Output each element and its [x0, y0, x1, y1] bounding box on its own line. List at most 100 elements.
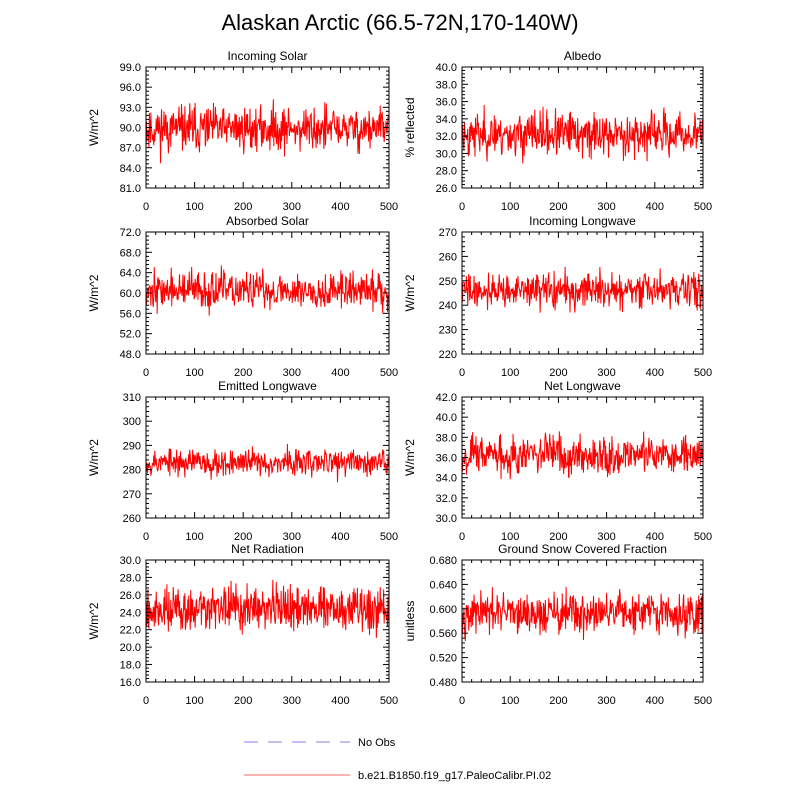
- x-tick-label: 400: [331, 201, 349, 213]
- x-tick-label: 400: [646, 695, 664, 707]
- y-tick-label: 99.0: [120, 62, 141, 74]
- y-axis-label: W/m^2: [87, 274, 101, 311]
- x-tick-label: 100: [185, 531, 203, 543]
- x-tick-label: 0: [143, 531, 149, 543]
- series-line-5-1: [145, 443, 390, 483]
- x-tick-label: 400: [331, 695, 349, 707]
- y-tick-label: 30.0: [120, 555, 141, 567]
- x-tick-label: 200: [234, 531, 252, 543]
- panel-1: 81.0 84.0 87.0 90.0 93.0 96.0 99.0 0 100 200 300 40…: [87, 49, 398, 213]
- y-tick-label: 30.0: [436, 148, 457, 160]
- y-tick-label: 0.640: [429, 579, 457, 591]
- y-tick-label: 38.0: [436, 79, 457, 91]
- y-tick-label: 280: [123, 465, 141, 477]
- x-tick-label: 0: [459, 367, 465, 379]
- x-tick-label: 0: [459, 531, 465, 543]
- y-tick-label: 64.0: [120, 268, 141, 280]
- y-tick-label: 290: [123, 440, 141, 452]
- x-tick-label: 100: [185, 201, 203, 213]
- series-line-2-1: [461, 105, 704, 164]
- plot-frame: [145, 559, 390, 683]
- y-tick-label: 240: [439, 300, 457, 312]
- y-axis-label: W/m^2: [403, 439, 417, 476]
- panels-group: 81.0 84.0 87.0 90.0 93.0 96.0 99.0 0 100 200 300 40…: [87, 49, 712, 707]
- legend: No Obs b.e21.B1850.f19_g17.PaleoCalibr.P…: [244, 737, 551, 782]
- x-tick-label: 200: [549, 531, 567, 543]
- x-tick-label: 400: [646, 531, 664, 543]
- y-tick-label: 26.0: [436, 183, 457, 195]
- y-tick-label: 260: [439, 251, 457, 263]
- y-tick-label: 270: [123, 489, 141, 501]
- x-tick-label: 200: [549, 201, 567, 213]
- x-tick-label: 200: [234, 695, 252, 707]
- x-tick-label: 300: [283, 695, 301, 707]
- y-tick-label: 40.0: [436, 62, 457, 74]
- panel-title: Net Radiation: [231, 542, 304, 556]
- y-tick-label: 84.0: [120, 163, 141, 175]
- x-tick-label: 500: [380, 201, 398, 213]
- panel-5: 260 270 280 290 300 310 0 100 200 300 400 500 Emitte…: [87, 379, 398, 543]
- y-tick-label: 230: [439, 325, 457, 337]
- x-tick-label: 0: [143, 367, 149, 379]
- x-tick-label: 0: [459, 201, 465, 213]
- y-tick-label: 30.0: [436, 513, 457, 525]
- x-tick-label: 500: [694, 695, 712, 707]
- y-tick-label: 56.0: [120, 308, 141, 320]
- x-tick-label: 0: [143, 201, 149, 213]
- y-tick-label: 90.0: [120, 123, 141, 135]
- y-tick-label: 300: [123, 416, 141, 428]
- y-tick-label: 270: [439, 227, 457, 239]
- figure-title: Alaskan Arctic (66.5-72N,170-140W): [221, 10, 578, 35]
- y-tick-label: 0.680: [429, 555, 457, 567]
- y-tick-label: 42.0: [436, 392, 457, 404]
- x-tick-label: 500: [380, 367, 398, 379]
- series-line-4-1: [461, 266, 704, 313]
- y-tick-label: 22.0: [120, 625, 141, 637]
- y-tick-label: 220: [439, 349, 457, 361]
- panel-6: 30.0 32.0 34.0 36.0 38.0 40.0 42.0 0 100 200 300 40…: [403, 379, 712, 543]
- x-tick-label: 400: [331, 367, 349, 379]
- x-tick-label: 100: [185, 695, 203, 707]
- y-tick-label: 0.480: [429, 677, 457, 689]
- panel-title: Incoming Solar: [227, 49, 307, 63]
- plot-frame: [461, 559, 704, 683]
- y-tick-label: 48.0: [120, 349, 141, 361]
- panel-title: Ground Snow Covered Fraction: [498, 542, 667, 556]
- x-tick-label: 0: [143, 695, 149, 707]
- panel-7: 16.0 18.0 20.0 22.0 24.0 26.0 28.0 30.0 0 100 200 3…: [87, 542, 398, 707]
- y-tick-label: 0.560: [429, 628, 457, 640]
- panel-title: Net Longwave: [544, 379, 621, 393]
- x-tick-label: 100: [185, 367, 203, 379]
- x-tick-label: 500: [694, 531, 712, 543]
- y-tick-label: 28.0: [436, 166, 457, 178]
- y-tick-label: 0.600: [429, 604, 457, 616]
- x-tick-label: 200: [234, 367, 252, 379]
- x-tick-label: 500: [380, 531, 398, 543]
- y-tick-label: 310: [123, 392, 141, 404]
- y-tick-label: 60.0: [120, 288, 141, 300]
- y-tick-label: 38.0: [436, 432, 457, 444]
- y-tick-label: 28.0: [120, 572, 141, 584]
- panel-title: Incoming Longwave: [529, 214, 636, 228]
- x-tick-label: 500: [694, 201, 712, 213]
- y-tick-label: 26.0: [120, 590, 141, 602]
- legend-no-obs-label: No Obs: [358, 737, 396, 749]
- panel-title: Emitted Longwave: [218, 379, 317, 393]
- y-tick-label: 96.0: [120, 82, 141, 94]
- y-axis-label: W/m^2: [403, 274, 417, 311]
- panel-2: 26.0 28.0 30.0 32.0 34.0 36.0 38.0 40.0 0 100 200 3…: [403, 49, 712, 213]
- y-tick-label: 81.0: [120, 183, 141, 195]
- y-tick-label: 87.0: [120, 143, 141, 155]
- y-tick-label: 20.0: [120, 642, 141, 654]
- series-line-3-1: [145, 265, 390, 316]
- x-tick-label: 100: [501, 201, 519, 213]
- y-tick-label: 36.0: [436, 97, 457, 109]
- panel-4: 220 230 240 250 260 270 0 100 200 300 400 500 Incomi…: [403, 214, 712, 379]
- y-tick-label: 18.0: [120, 660, 141, 672]
- y-axis-label: W/m^2: [87, 109, 101, 146]
- plot-frame: [145, 396, 390, 519]
- y-tick-label: 68.0: [120, 247, 141, 259]
- y-tick-label: 250: [439, 276, 457, 288]
- y-tick-label: 93.0: [120, 102, 141, 114]
- x-tick-label: 200: [549, 367, 567, 379]
